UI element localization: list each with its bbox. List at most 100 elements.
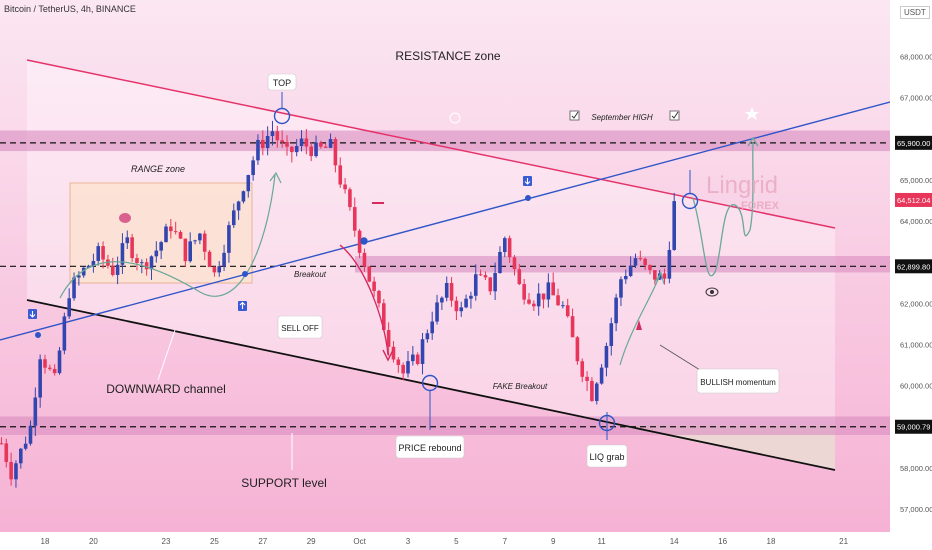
candle-body: [169, 226, 173, 232]
candle-body: [299, 138, 304, 147]
channel-leader-line: [157, 329, 176, 381]
y-tick-label: 62,000.00: [900, 299, 932, 308]
range-zone-label: RANGE zone: [131, 164, 185, 174]
y-tick-label: 65,000.00: [900, 176, 932, 185]
candle-body: [309, 146, 313, 157]
candle-body: [585, 376, 589, 381]
currency-unit-label[interactable]: USDT: [900, 6, 930, 19]
candle-body: [222, 252, 226, 267]
candle-body: [0, 443, 4, 445]
candle-body: [638, 258, 643, 260]
candle-body: [110, 265, 115, 275]
candle-body: [594, 383, 599, 401]
candle-body: [580, 361, 585, 377]
x-tick-label: 11: [597, 537, 606, 546]
x-tick-label: 29: [307, 537, 316, 546]
star-icon: [745, 107, 759, 120]
check-icon-left-mark: [571, 111, 579, 119]
x-tick-label: 20: [89, 537, 98, 546]
candle-body: [396, 359, 401, 365]
candle-body: [517, 269, 522, 285]
candle-body: [498, 251, 502, 274]
x-tick-label: 23: [162, 537, 171, 546]
candle-body: [280, 140, 284, 142]
candle-body: [536, 293, 541, 307]
candle-body: [246, 175, 251, 192]
candle-body: [338, 165, 343, 185]
candle-body: [323, 146, 328, 148]
candle-body: [14, 463, 18, 480]
rocket-icon: [636, 320, 642, 330]
candle-body: [430, 321, 434, 334]
chart-header-title: Bitcoin / TetherUS, 4h, BINANCE: [4, 4, 136, 14]
candle-body: [33, 397, 38, 426]
september-high-label: September HIGH: [591, 113, 653, 122]
candle-body: [120, 243, 125, 265]
candle-body: [599, 367, 604, 384]
candle-body: [9, 462, 13, 480]
candle-body: [38, 359, 42, 398]
downward-channel-support-line: [26, 299, 836, 471]
candle-body: [198, 233, 202, 241]
candle-body: [609, 323, 614, 346]
x-tick-label: 18: [41, 537, 50, 546]
candle-body: [367, 266, 372, 282]
candle-body: [575, 337, 580, 362]
watermark-main: Lingrid: [706, 172, 778, 199]
price-rebound-box: [395, 435, 465, 459]
y-tick-label: 60,000.00: [900, 382, 932, 391]
x-tick-label: 5: [454, 537, 459, 546]
x-tick-label: 14: [670, 537, 679, 546]
candle-body: [372, 281, 376, 291]
candle-body: [507, 238, 512, 258]
y-tick-label: 57,000.00: [900, 505, 932, 514]
candle-body: [624, 276, 628, 280]
candle-body: [241, 191, 246, 202]
price-label-box: [895, 419, 932, 434]
snail-icon: [119, 213, 131, 223]
candle-body: [96, 246, 101, 261]
pivot-dot: [525, 195, 531, 201]
candle-body: [67, 298, 71, 317]
price-rebound-label: PRICE rebound: [398, 443, 461, 453]
candle-body: [527, 299, 531, 304]
candle-body: [261, 139, 265, 149]
candle-body: [454, 300, 459, 312]
candle-body: [532, 303, 536, 307]
candle-body: [256, 139, 260, 161]
bullish-arrow: [619, 274, 661, 366]
candle-body: [648, 265, 652, 271]
candle-body: [565, 305, 570, 317]
retest-marker: [360, 237, 368, 245]
candle-body: [556, 295, 560, 306]
y-tick-label: 64,000.00: [900, 217, 932, 226]
candle-body: [130, 237, 134, 259]
candle-body: [352, 207, 357, 231]
candle-body: [140, 262, 144, 264]
zone-support: [0, 416, 890, 436]
candle-body: [48, 367, 52, 369]
candle-body: [217, 266, 222, 273]
projection-arrowhead: [747, 136, 759, 147]
candle-body: [207, 251, 212, 268]
candle-body: [488, 277, 493, 292]
ascending-trend-line: [0, 101, 891, 341]
y-tick-label: 68,000.00: [900, 52, 932, 61]
candle-body: [522, 284, 526, 300]
candle-body: [212, 267, 217, 273]
candle-body: [633, 258, 638, 266]
candle-body: [493, 273, 497, 292]
candle-body: [231, 210, 236, 226]
bullish-momentum-box: [696, 368, 780, 394]
sell-off-label: SELL OFF: [281, 324, 319, 333]
candle-body: [512, 257, 517, 270]
candle-body: [319, 142, 323, 147]
candle-body: [202, 233, 207, 252]
candle-body: [149, 256, 154, 270]
candle-body: [144, 262, 149, 270]
candle-body: [328, 139, 333, 148]
candle-body: [19, 448, 23, 464]
downward-channel-label: DOWNWARD channel: [106, 382, 226, 396]
